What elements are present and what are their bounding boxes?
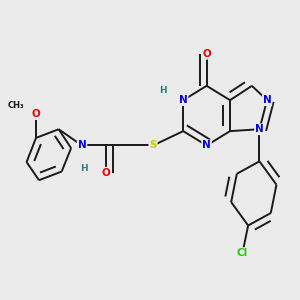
Text: H: H [159, 86, 166, 95]
Text: O: O [32, 109, 40, 119]
Text: N: N [78, 140, 86, 151]
Text: N: N [255, 124, 264, 134]
Text: H: H [80, 164, 88, 173]
Text: Cl: Cl [237, 248, 248, 258]
Text: O: O [202, 49, 211, 59]
Text: N: N [179, 95, 188, 105]
Text: CH₃: CH₃ [8, 101, 24, 110]
Text: S: S [149, 140, 157, 151]
Text: N: N [262, 95, 272, 105]
Text: O: O [101, 168, 110, 178]
Text: N: N [202, 140, 211, 151]
